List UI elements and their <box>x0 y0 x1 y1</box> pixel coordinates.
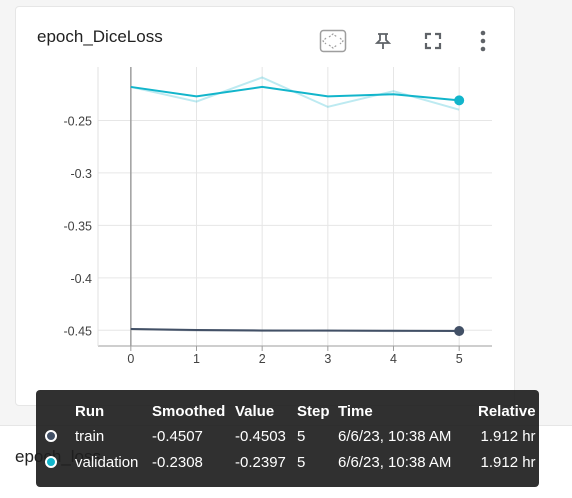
tooltip-header-row: Run Smoothed Value Step Time Relative <box>42 400 539 423</box>
row-smoothed: -0.4507 <box>152 427 203 445</box>
line-chart[interactable]: -0.25 -0.3 -0.35 -0.4 -0.45 0 1 2 3 4 5 <box>0 0 572 400</box>
y-tick-label: -0.3 <box>70 167 92 181</box>
fullscreen-icon[interactable] <box>419 27 447 55</box>
row-smoothed: -0.2308 <box>152 453 203 471</box>
validation-color-icon <box>45 455 57 468</box>
row-time: 6/6/23, 10:38 AM <box>338 453 452 471</box>
tooltip-table: Run Smoothed Value Step Time Relative tr… <box>42 400 539 475</box>
series-smoothed-line-validation <box>130 85 460 102</box>
row-value: -0.4503 <box>235 427 286 445</box>
pin-icon[interactable] <box>369 27 397 55</box>
row-time: 6/6/23, 10:38 AM <box>338 427 452 445</box>
chart-title: epoch_DiceLoss <box>37 27 163 46</box>
row-step: 5 <box>297 453 306 471</box>
train-color-icon <box>45 429 57 442</box>
row-value: -0.2397 <box>235 453 286 471</box>
x-tick-label: 3 <box>324 352 331 366</box>
y-tick-label: -0.45 <box>64 324 93 338</box>
header-step: Step <box>297 403 330 420</box>
y-tick-label: -0.4 <box>70 272 92 286</box>
x-tick-label: 0 <box>127 352 134 366</box>
row-relative: 1.912 hr <box>480 453 536 471</box>
row-relative: 1.912 hr <box>480 427 536 445</box>
x-tick-label: 5 <box>456 352 463 366</box>
header-run: Run <box>75 403 105 420</box>
row-step: 5 <box>297 427 306 445</box>
row-run: validation <box>75 453 139 471</box>
header-value: Value <box>235 403 275 420</box>
tooltip-row-validation: validation -0.2308 -0.2397 5 6/6/23, 10:… <box>42 449 539 475</box>
row-run: train <box>75 427 105 445</box>
x-tick-label: 4 <box>390 352 397 366</box>
header-smoothed: Smoothed <box>152 403 226 420</box>
header-relative: Relative <box>478 403 536 420</box>
x-tick-label: 1 <box>193 352 200 366</box>
x-tick-label: 2 <box>259 352 266 366</box>
series-point-train <box>454 326 465 337</box>
series-point-validation <box>454 95 465 106</box>
tooltip-row-train: train -0.4507 -0.4503 5 6/6/23, 10:38 AM… <box>42 423 539 449</box>
header-time: Time <box>338 403 373 420</box>
more-vert-icon[interactable] <box>469 27 497 55</box>
fit-domain-icon[interactable] <box>319 27 347 55</box>
y-tick-label: -0.35 <box>64 219 93 233</box>
data-tooltip: Run Smoothed Value Step Time Relative tr… <box>36 390 539 487</box>
y-tick-label: -0.25 <box>64 114 93 128</box>
series-smoothed-line-train <box>130 328 460 333</box>
